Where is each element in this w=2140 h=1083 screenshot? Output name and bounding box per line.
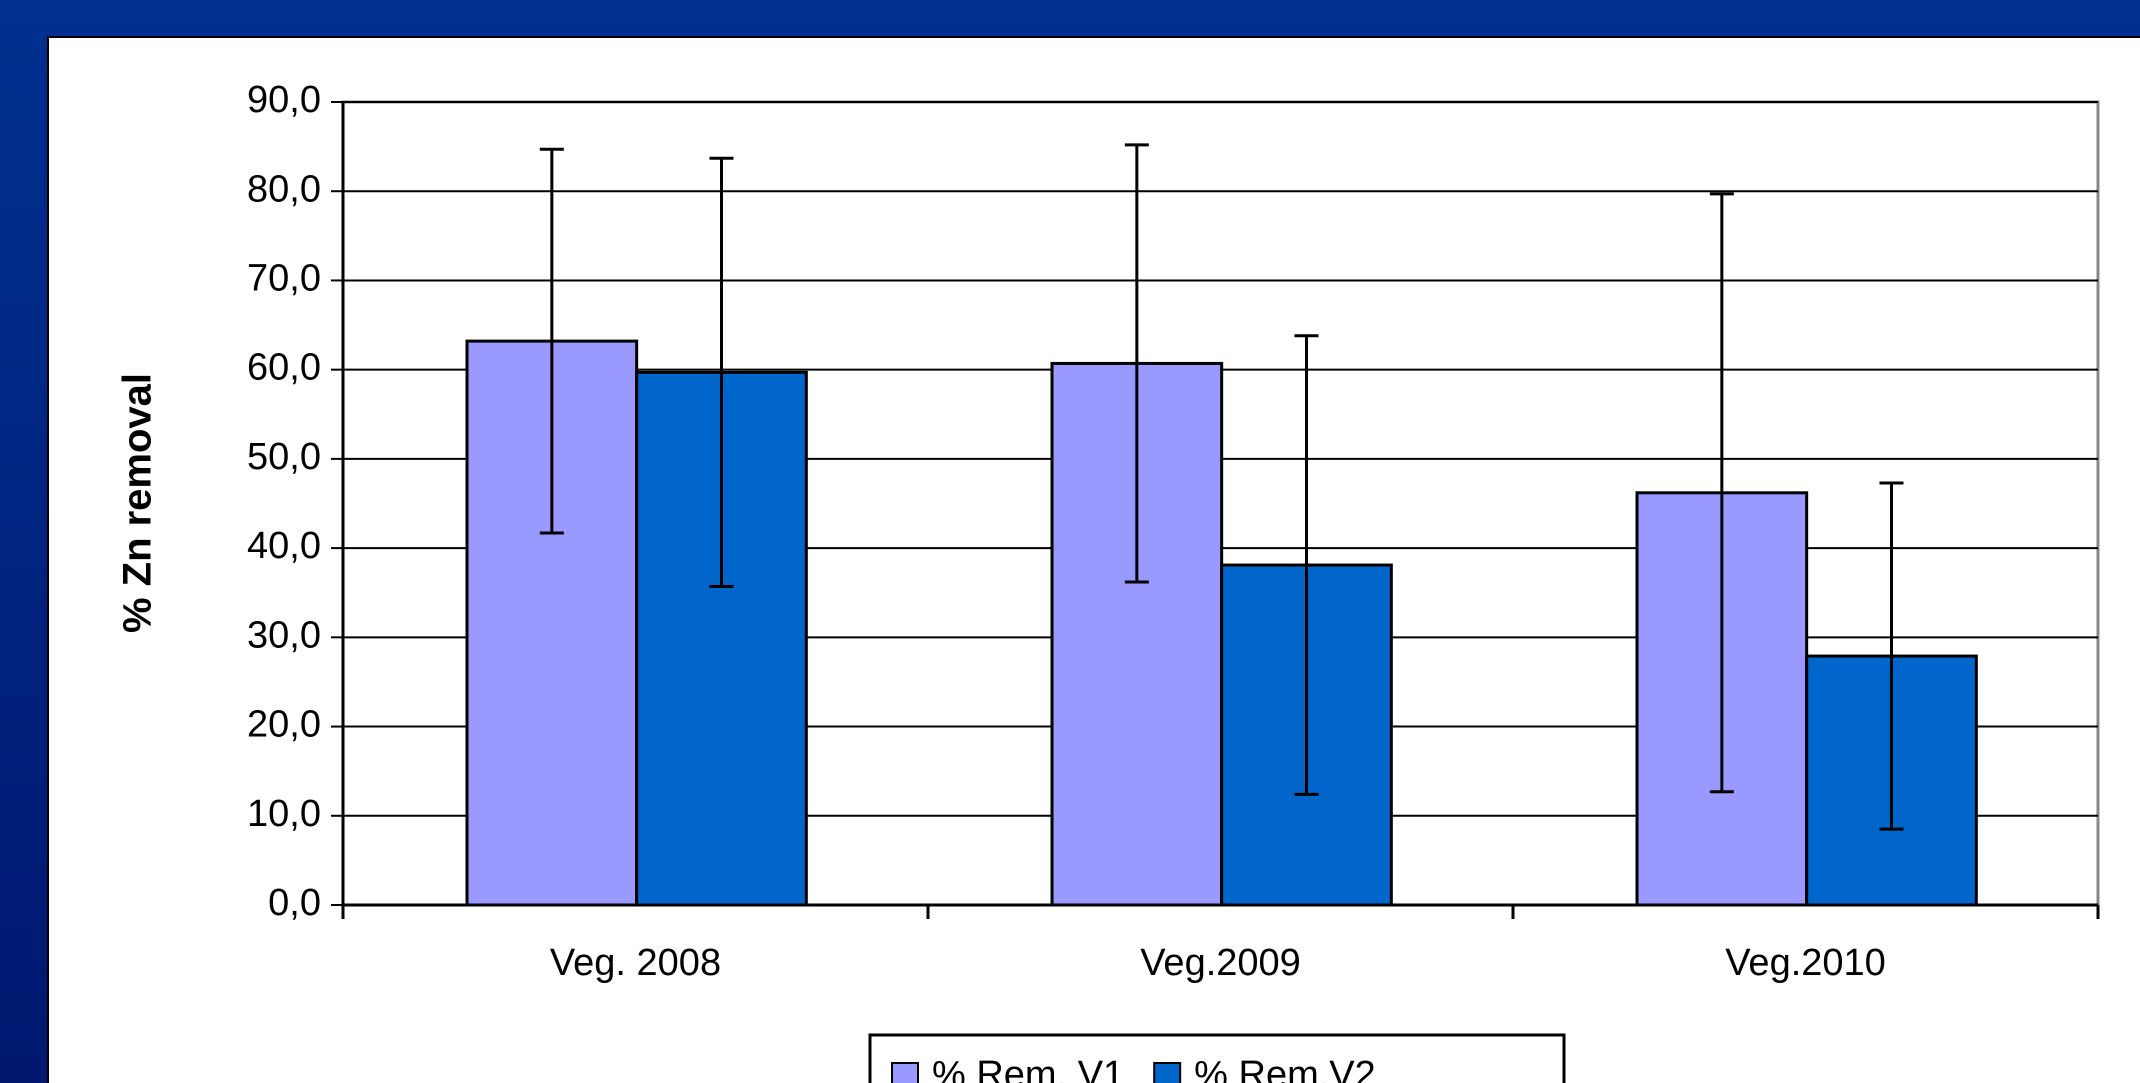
legend-swatch xyxy=(1153,1062,1182,1083)
y-tick-label: 90,0 xyxy=(247,79,321,121)
error-bar xyxy=(709,156,734,588)
error-bar xyxy=(1709,192,1734,794)
legend-label: % Rem.V2 xyxy=(1194,1054,1376,1083)
x-tick-label: Veg.2009 xyxy=(1140,942,1301,984)
y-tick-label: 10,0 xyxy=(247,793,321,835)
error-bar xyxy=(1294,334,1319,796)
y-tick-label: 70,0 xyxy=(247,257,321,299)
y-tick-label: 40,0 xyxy=(247,525,321,567)
y-tick-label: 50,0 xyxy=(247,436,321,478)
legend-box xyxy=(868,1033,1566,1083)
y-tick-label: 60,0 xyxy=(247,347,321,389)
y-axis-title: % Zn removal xyxy=(116,373,160,633)
legend-label: % Rem. V1 xyxy=(932,1054,1124,1083)
x-tick-label: Veg. 2008 xyxy=(550,942,721,984)
error-bar xyxy=(539,147,564,535)
error-bar xyxy=(1124,143,1149,584)
x-tick-label: Veg.2010 xyxy=(1725,942,1886,984)
legend-swatch xyxy=(891,1062,919,1083)
error-bar xyxy=(1879,481,1904,831)
y-tick-label: 20,0 xyxy=(247,704,321,746)
y-tick-label: 0,0 xyxy=(268,882,321,924)
y-tick-label: 30,0 xyxy=(247,614,321,656)
y-tick-label: 80,0 xyxy=(247,168,321,210)
